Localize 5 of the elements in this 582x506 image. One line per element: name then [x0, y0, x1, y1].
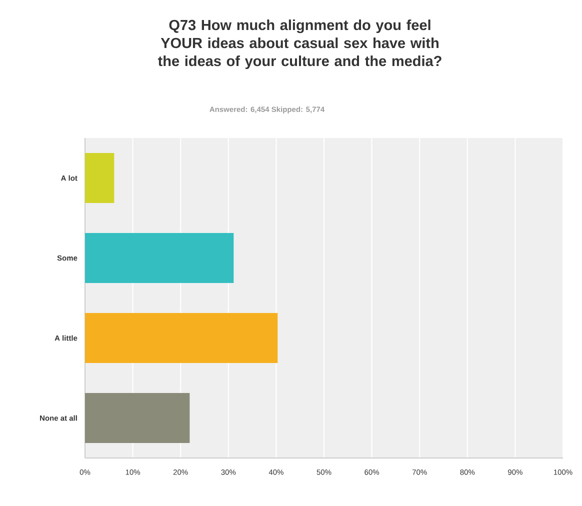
- bar: [85, 232, 234, 283]
- bar: [85, 153, 114, 203]
- bar: [85, 392, 190, 443]
- chart-title: Q73 How much alignment do you feel YOUR ideas about casual sex have with the ideas of your culture and the media?: [158, 20, 442, 70]
- bar: [85, 312, 278, 363]
